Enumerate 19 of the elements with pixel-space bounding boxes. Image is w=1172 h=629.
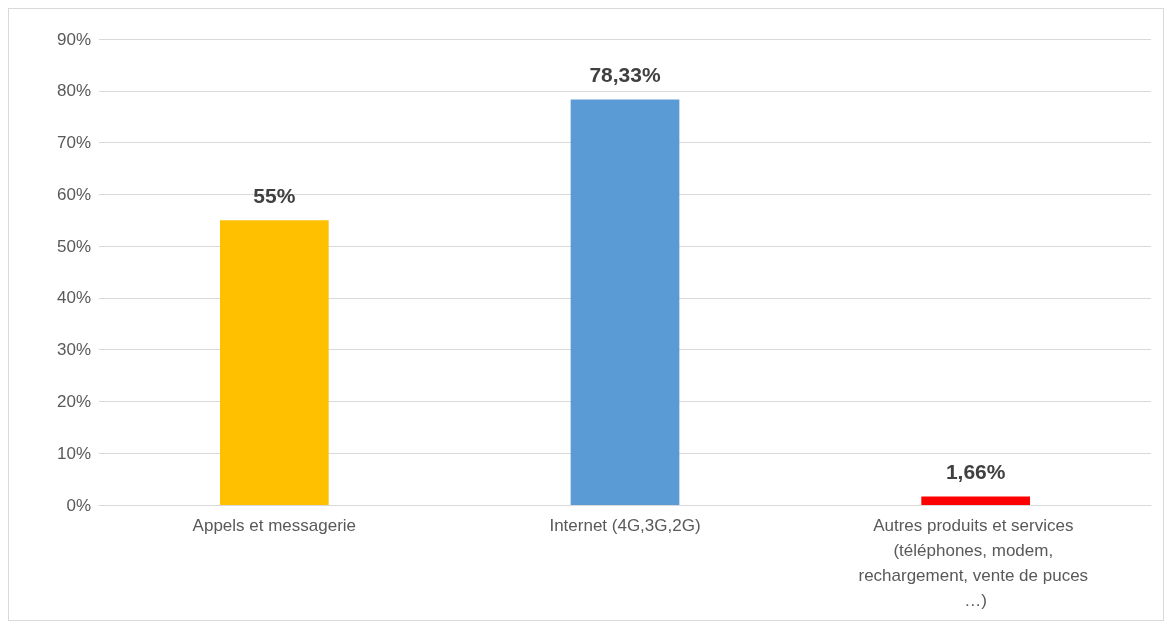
data-label: 55% xyxy=(253,184,296,208)
y-tick-label: 90% xyxy=(56,29,91,49)
y-tick-label: 30% xyxy=(56,340,91,360)
bar xyxy=(570,99,680,505)
x-tick-label: Internet (4G,3G,2G) xyxy=(549,516,701,535)
x-tick-label: Autres produits et services (téléphones, modem, rechargement, vente de puces …) xyxy=(858,516,1093,610)
y-tick-label: 60% xyxy=(56,184,91,204)
y-tick-label: 0% xyxy=(66,495,91,515)
bar xyxy=(921,496,1031,505)
y-tick-label: 70% xyxy=(56,133,91,153)
y-tick-label: 20% xyxy=(56,391,91,411)
y-tick-label: 80% xyxy=(56,81,91,101)
x-tick-label: Appels et messagerie xyxy=(192,516,357,535)
data-label: 1,66% xyxy=(945,460,1006,484)
y-tick-label: 50% xyxy=(56,236,91,256)
y-tick-label: 10% xyxy=(56,443,91,463)
bar xyxy=(219,220,329,505)
y-tick-label: 40% xyxy=(56,288,91,308)
data-label: 78,33% xyxy=(589,63,661,87)
